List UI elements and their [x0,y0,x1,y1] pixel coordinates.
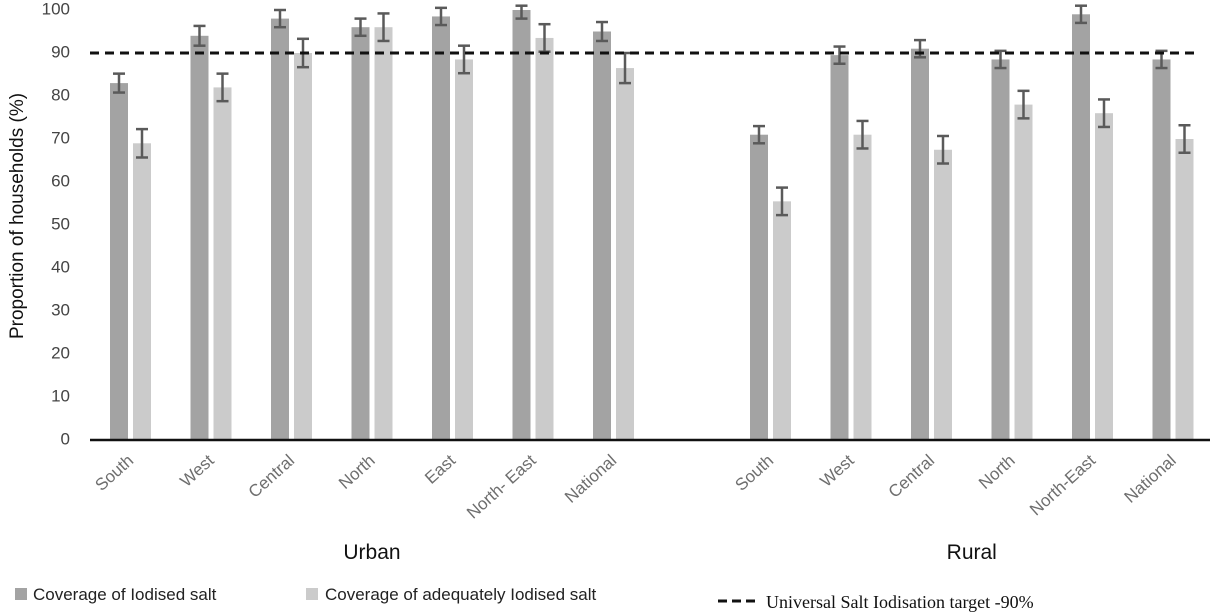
legend: Coverage of Iodised salt Coverage of ade… [15,585,1034,612]
x-tick-label-rural-north-east: North-East [1026,451,1099,520]
legend-swatch-iodised [15,588,27,600]
error-bars [113,4,1191,217]
y-tick-label-30: 30 [51,300,70,319]
y-tick-label-0: 0 [61,429,70,448]
bar-rural-south-s1 [750,134,768,440]
bar-rural-west-s2 [853,134,872,440]
bar-rural-national-s2 [1175,139,1194,440]
y-tick-label-20: 20 [51,343,70,362]
bar-rural-north-s1 [991,59,1010,440]
y-tick-label-70: 70 [51,128,70,147]
y-tick-label-10: 10 [51,386,70,405]
bar-rural-south-s2 [773,201,791,440]
bar-urban-east-s1 [432,16,450,440]
bar-rural-west-s1 [830,55,849,441]
x-tick-label-urban-east: East [421,451,459,488]
bar-urban-west-s1 [190,35,209,441]
y-tick-label-100: 100 [42,0,70,18]
bar-urban-north-s1 [351,27,370,440]
bar-urban-national-s2 [616,68,634,441]
bars [110,10,1194,441]
bar-urban-north-east-s1 [512,10,531,440]
bar-urban-east-s2 [455,59,473,440]
legend-swatch-adequately-iodised [306,588,318,600]
bar-urban-north-s2 [374,27,393,440]
x-tick-label-rural-south: South [731,451,777,495]
x-tick-label-rural-north: North [975,451,1019,493]
x-tick-label-rural-central: Central [885,451,938,502]
x-tick-label-urban-national: National [561,451,620,507]
x-tick-label-rural-west: West [816,451,857,491]
bar-urban-south-s2 [133,143,151,441]
group-label-rural: Rural [947,541,997,564]
group-label-urban: Urban [343,541,400,564]
x-tick-label-urban-central: Central [245,451,298,502]
bar-rural-national-s1 [1152,59,1171,440]
bar-urban-central-s1 [271,18,289,440]
y-tick-label-40: 40 [51,257,70,276]
y-tick-label-60: 60 [51,171,70,190]
x-tick-label-rural-national: National [1121,451,1180,507]
y-axis-ticks: 0 10 20 30 40 50 60 70 80 90 100 [42,0,70,448]
legend-label-iodised: Coverage of Iodised salt [33,585,217,604]
legend-label-target: Universal Salt Iodisation target -90% [766,592,1034,612]
x-tick-label-urban-north-east: North- East [463,451,540,523]
bar-rural-north-s2 [1014,104,1033,440]
bar-urban-central-s2 [294,53,312,440]
bar-urban-south-s1 [110,83,128,440]
bar-urban-west-s2 [213,87,232,441]
bar-rural-central-s1 [911,48,929,440]
x-axis-labels: South West Central North East North- East Nati… [91,451,1179,523]
bar-rural-north-east-s1 [1072,14,1090,441]
bar-urban-north-east-s2 [535,37,554,440]
bar-rural-central-s2 [934,149,952,440]
y-tick-label-90: 90 [51,42,70,61]
legend-label-adequately-iodised: Coverage of adequately Iodised salt [325,585,597,604]
y-tick-label-80: 80 [51,85,70,104]
x-tick-label-urban-north: North [335,451,379,493]
x-tick-label-urban-south: South [91,451,137,495]
bar-urban-national-s1 [593,31,611,440]
x-tick-label-urban-west: West [176,451,217,491]
group-labels: Urban Rural [343,541,996,564]
y-tick-label-50: 50 [51,214,70,233]
bar-rural-north-east-s2 [1095,113,1113,440]
y-axis-title: Proportion of households (%) [7,93,28,339]
